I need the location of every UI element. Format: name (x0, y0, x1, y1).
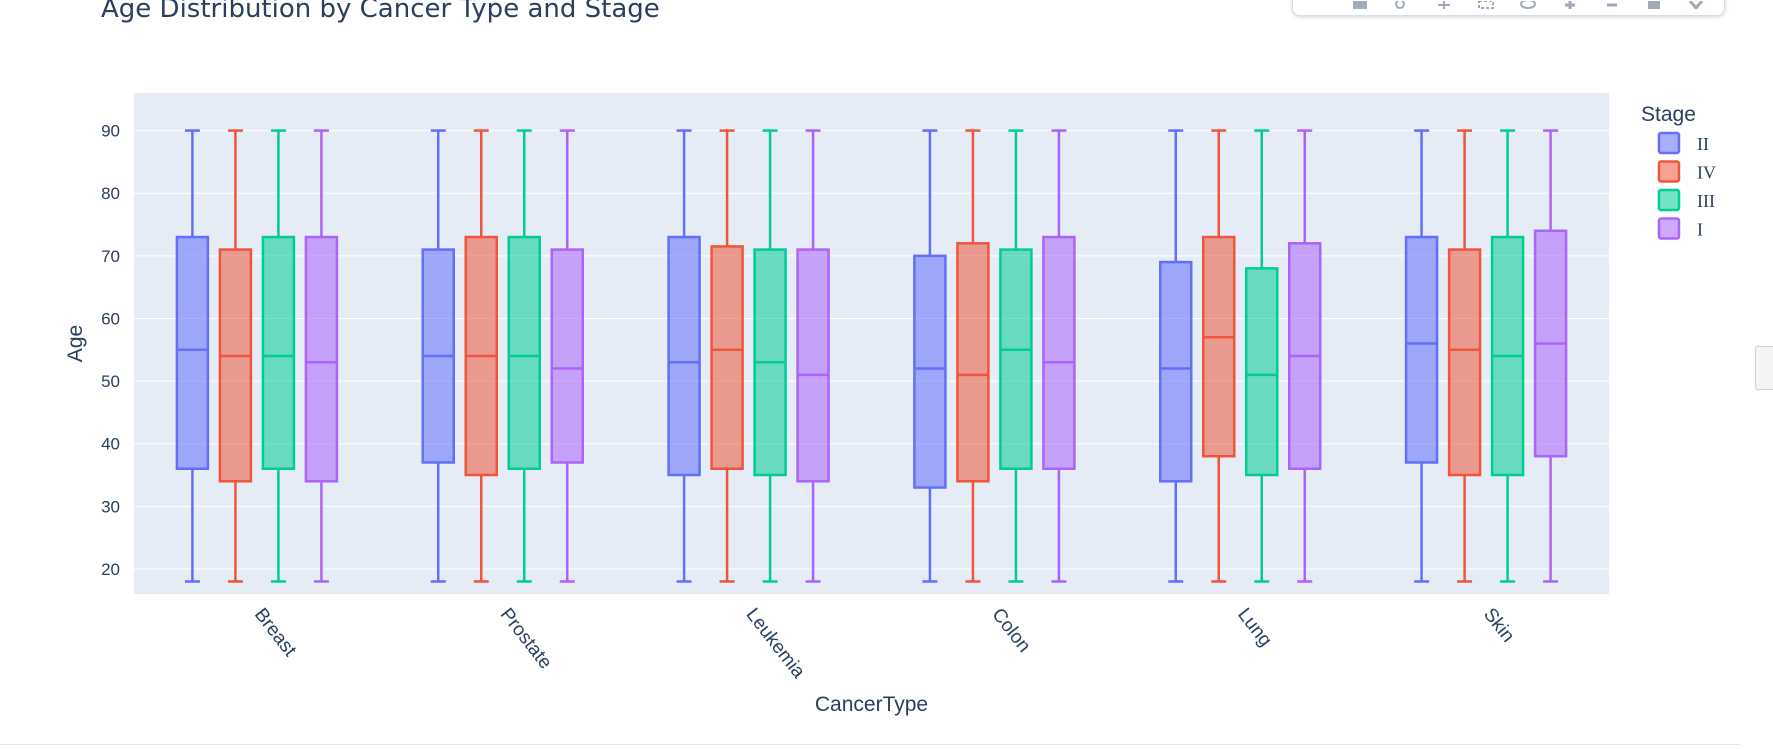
box-iqr (1042, 235, 1076, 470)
y-tick-label: 20 (101, 560, 120, 579)
box-iqr (175, 235, 210, 470)
box-iqr (261, 235, 296, 470)
zoom-icon[interactable] (1394, 1, 1410, 9)
box-iqr (550, 248, 584, 464)
y-tick-label: 30 (101, 497, 120, 516)
camera-icon[interactable] (1352, 1, 1368, 9)
box-iqr (218, 248, 253, 483)
y-tick-label: 40 (101, 435, 120, 454)
box-iqr (956, 242, 990, 483)
scrollbar-thumb[interactable] (1755, 346, 1773, 390)
box-iqr (710, 245, 744, 470)
legend-swatch (1657, 217, 1681, 240)
box-iqr (913, 254, 947, 489)
plot-background (134, 93, 1609, 594)
legend-swatch (1657, 188, 1681, 212)
x-tick-label: Colon (987, 604, 1034, 656)
zoom-out-icon[interactable] (1604, 1, 1620, 9)
plot-modebar (1292, 0, 1725, 16)
page-divider (0, 744, 1740, 745)
x-tick-label: Lung (1233, 604, 1276, 650)
y-tick-label: 90 (101, 122, 120, 141)
chart-title: Age Distribution by Cancer Type and Stag… (101, 0, 660, 24)
box-iqr (667, 235, 701, 477)
legend-swatch (1657, 131, 1681, 155)
lasso-icon[interactable] (1520, 1, 1536, 9)
y-tick-label: 70 (101, 247, 120, 266)
pan-icon[interactable] (1436, 1, 1452, 9)
box-iqr (999, 248, 1033, 470)
zoom-in-icon[interactable] (1562, 1, 1578, 9)
autoscale-icon[interactable] (1646, 1, 1662, 9)
legend-item-label: III (1697, 191, 1715, 211)
box-iqr (1245, 267, 1279, 477)
box-iqr (1202, 235, 1236, 458)
legend-item-label: II (1697, 134, 1709, 154)
box-iqr (507, 235, 541, 470)
box-iqr (1159, 260, 1193, 483)
box-iqr (796, 248, 830, 483)
legend-item-label: I (1697, 220, 1703, 240)
legend-title: Stage (1641, 103, 1696, 126)
y-tick-label: 60 (101, 309, 120, 328)
x-tick-label: Skin (1479, 604, 1518, 646)
box-iqr (304, 235, 339, 483)
x-tick-label: Prostate (496, 604, 556, 673)
box-iqr (1404, 235, 1439, 464)
x-tick-label: Breast (250, 604, 301, 661)
y-tick-label: 80 (101, 184, 120, 203)
y-axis-title: Age (64, 325, 87, 362)
y-tick-label: 50 (101, 372, 120, 391)
x-tick-label: Leukemia (742, 604, 810, 682)
legend-swatch (1657, 160, 1681, 183)
x-axis-title: CancerType (815, 693, 928, 716)
reset-axes-icon[interactable] (1688, 1, 1704, 9)
box-select-icon[interactable] (1478, 1, 1494, 9)
legend-item-label: IV (1697, 163, 1716, 183)
box-iqr (1447, 248, 1482, 477)
